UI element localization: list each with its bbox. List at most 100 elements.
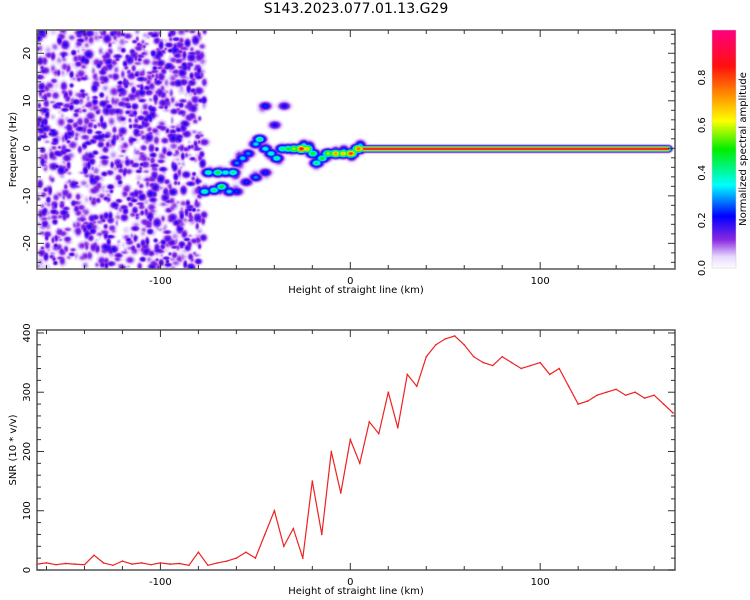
y-tick-label: 300 [22,383,33,402]
snr-point [74,563,76,565]
x-tick-label: 100 [531,276,550,287]
snr-point [159,562,162,564]
snr-point [340,492,342,494]
snr-point [358,462,361,465]
snr-point [387,391,390,394]
snr-point [415,385,418,388]
snr-point [93,554,95,556]
y-tick-label: 10 [22,94,33,107]
snr-point [624,394,627,396]
y-axis-label: Frequency (Hz) [8,112,19,188]
snr-point [558,367,560,370]
snr-point [112,564,114,567]
snr-point [463,344,466,346]
snr-point [643,397,646,399]
colorbar-tick-label: 0.8 [697,70,708,86]
y-tick-label: 0 [22,567,33,573]
snr-point [235,557,238,559]
snr-point [396,426,399,429]
x-axis-label: Height of straight line (km) [288,285,424,296]
snr-point [520,367,522,370]
snr-point [529,364,532,367]
y-tick-label: 0 [22,145,33,151]
snr-point [45,562,48,564]
snr-point [406,373,409,376]
x-tick-label: 0 [347,577,353,588]
snr-point [567,385,570,388]
snr-point [577,403,579,405]
colorbar-label: Normalized spectral amplitude [738,72,749,226]
snr-point [510,361,513,364]
snr-point [377,432,380,435]
snr-point [292,527,295,530]
colorbar-tick-label: 0.4 [697,165,708,181]
snr-point [425,355,428,358]
snr-point [453,335,456,337]
snr-point [472,355,475,358]
colorbar-gradient [712,30,736,268]
snr-point [672,412,674,414]
snr-point [491,364,494,367]
snr-point [368,421,371,423]
snr-point [226,560,228,562]
snr-point [539,361,541,364]
x-axis-label: Height of straight line (km) [288,586,424,597]
snr-point [330,450,333,453]
x-tick-label: 100 [531,577,550,588]
snr-point [273,509,276,512]
spectrogram-heatmap [37,30,675,269]
snr-point [207,564,209,567]
snr-point [311,480,314,482]
snr-point [548,373,551,376]
snr-point [302,557,304,559]
snr-point [605,391,608,394]
snr-point [102,562,105,564]
snr-point [169,563,171,565]
snr-point [188,564,190,567]
x-tick-label: 0 [347,276,353,287]
y-tick-label: -20 [22,235,33,251]
snr-point [36,563,38,565]
colorbar-tick-label: 0.0 [697,260,708,276]
snr-point [245,551,247,554]
snr-point [482,361,485,364]
snr-point [615,388,617,391]
snr-point [121,560,124,562]
y-tick-label: 400 [22,323,33,342]
y-tick-label: 20 [22,47,33,60]
snr-point [653,394,655,396]
snr-point [501,355,504,358]
y-axis-label: SNR (10 * v/v) [8,414,19,485]
snr-point [662,403,665,405]
snr-point [83,563,86,566]
x-tick-label: -100 [149,276,172,287]
snr-point [178,562,181,565]
chart-title: S143.2023.077.01.13.G29 [263,1,449,17]
plot-frame [36,329,676,571]
snr-point [64,562,67,565]
snr-point [150,563,152,566]
y-tick-label: 100 [22,501,33,520]
snr-point [596,394,598,396]
colorbar-tick-label: 0.6 [697,117,708,133]
snr-point [634,391,636,394]
y-tick-label: 200 [22,442,33,461]
plot-frame [36,29,676,270]
snr-point [586,400,589,402]
snr-point [140,562,143,564]
snr-point [264,533,266,536]
snr-point [254,557,257,559]
snr-point [216,562,219,564]
x-tick-label: -100 [149,577,172,588]
snr-point [283,545,285,548]
colorbar-tick-label: 0.2 [697,212,708,228]
snr-point [197,551,200,554]
snr-point [55,563,57,566]
snr-series-line [36,335,674,566]
snr-point [131,563,133,565]
snr-point [434,344,437,346]
snr-point [321,533,323,536]
snr-point [349,438,352,441]
y-tick-label: -10 [22,188,33,204]
